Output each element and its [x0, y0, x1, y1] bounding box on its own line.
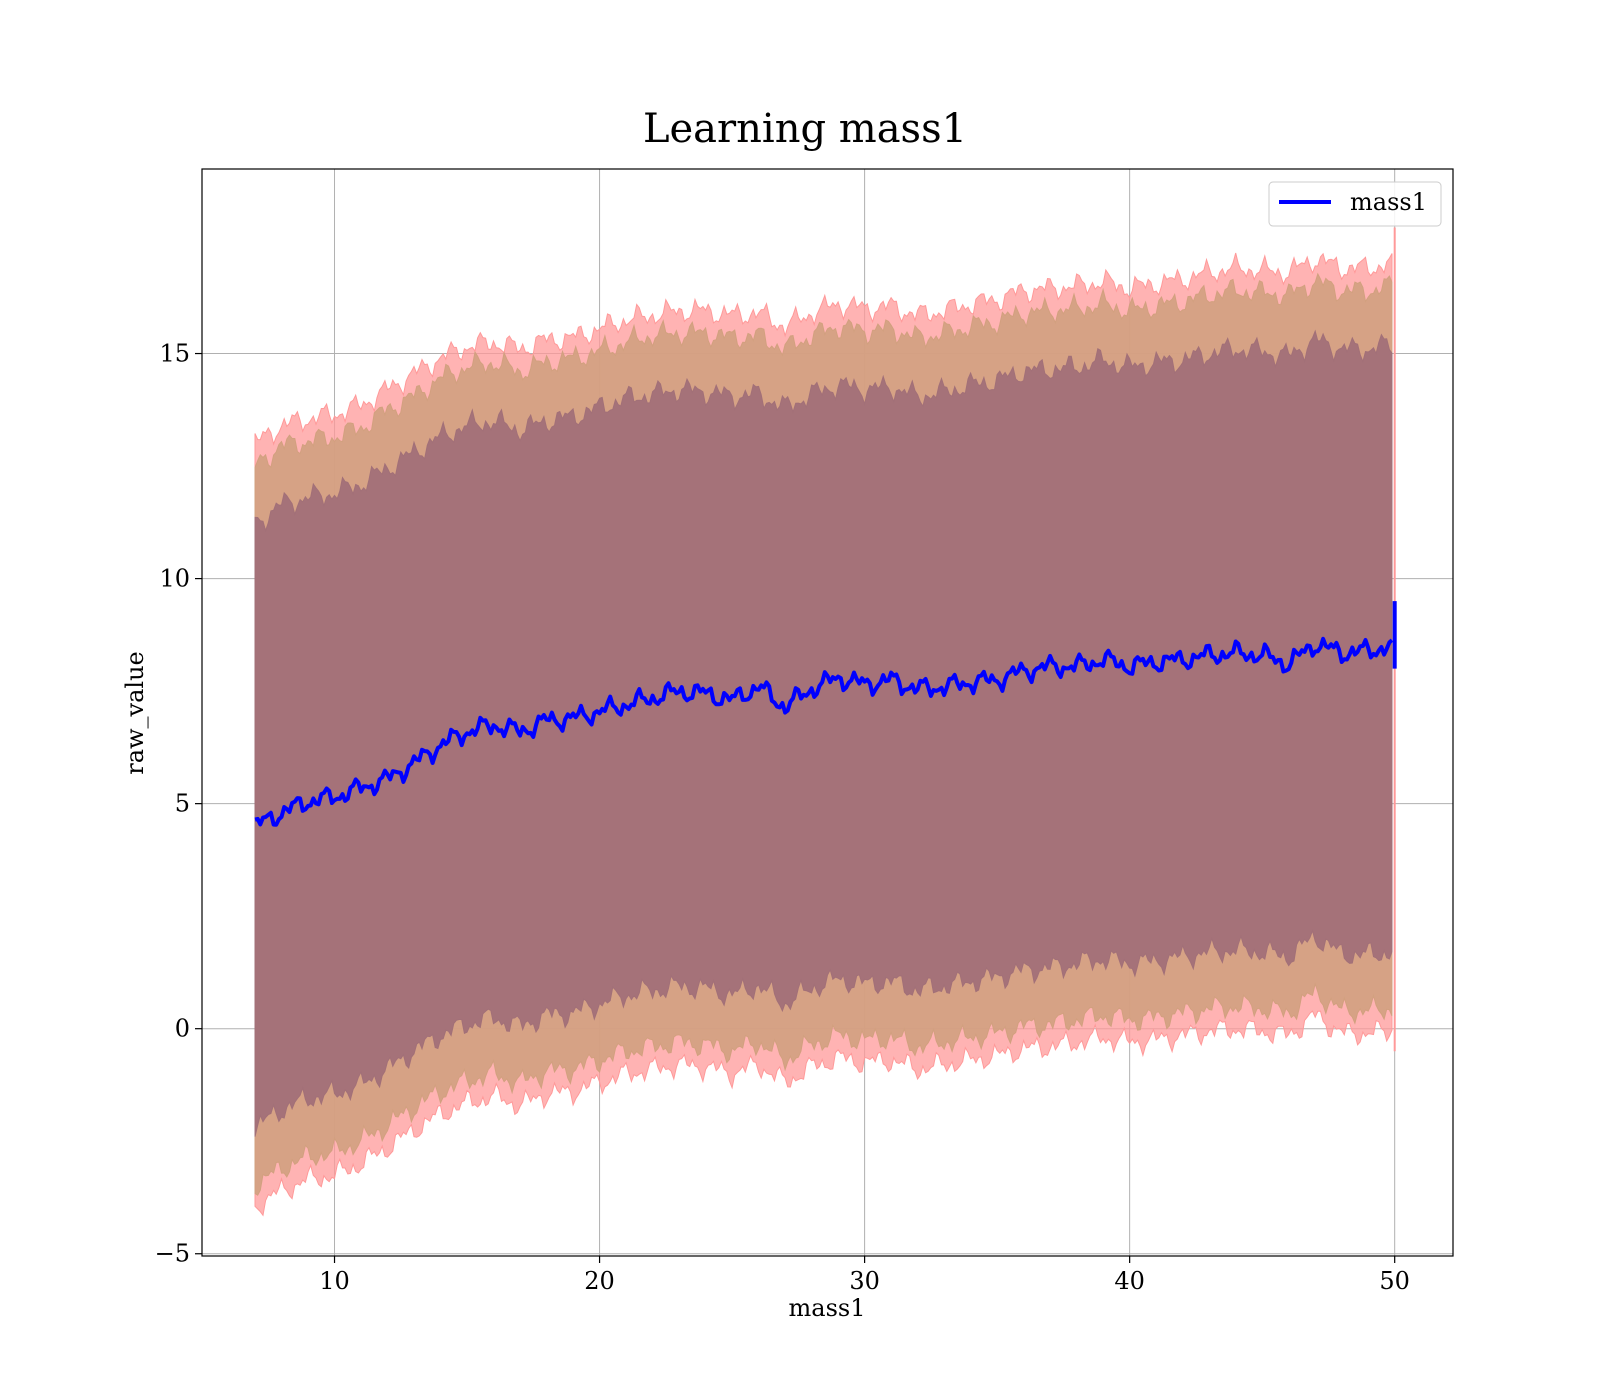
band-inner: [254, 329, 1393, 1137]
plot-frame: [201, 168, 1454, 1257]
line-layer: [254, 601, 1397, 827]
legend: mass1: [1268, 181, 1442, 227]
x-tick-label-40: 40: [1114, 1267, 1145, 1295]
series-line-mass1: [254, 636, 1394, 827]
y-tick-label-0: 0: [175, 1015, 190, 1043]
x-axis-label: mass1: [789, 1294, 866, 1322]
tick-layer: 10 20 30 40 50 −5 0 5 10 15: [155, 340, 1410, 1295]
x-tick-label-30: 30: [849, 1267, 880, 1295]
y-tick-label-15: 15: [159, 340, 190, 368]
legend-label-mass1: mass1: [1350, 188, 1427, 216]
x-tick-label-10: 10: [319, 1267, 350, 1295]
x-tick-label-20: 20: [584, 1267, 615, 1295]
chart-title: Learning mass1: [643, 106, 967, 152]
y-axis-label: raw_value: [121, 651, 149, 775]
x-tick-label-50: 50: [1379, 1267, 1410, 1295]
y-tick-label--5: −5: [155, 1240, 190, 1268]
y-tick-label-10: 10: [159, 565, 190, 593]
band-layer: [254, 227, 1396, 1217]
y-tick-label-5: 5: [175, 790, 190, 818]
legend-frame: [1268, 181, 1442, 227]
